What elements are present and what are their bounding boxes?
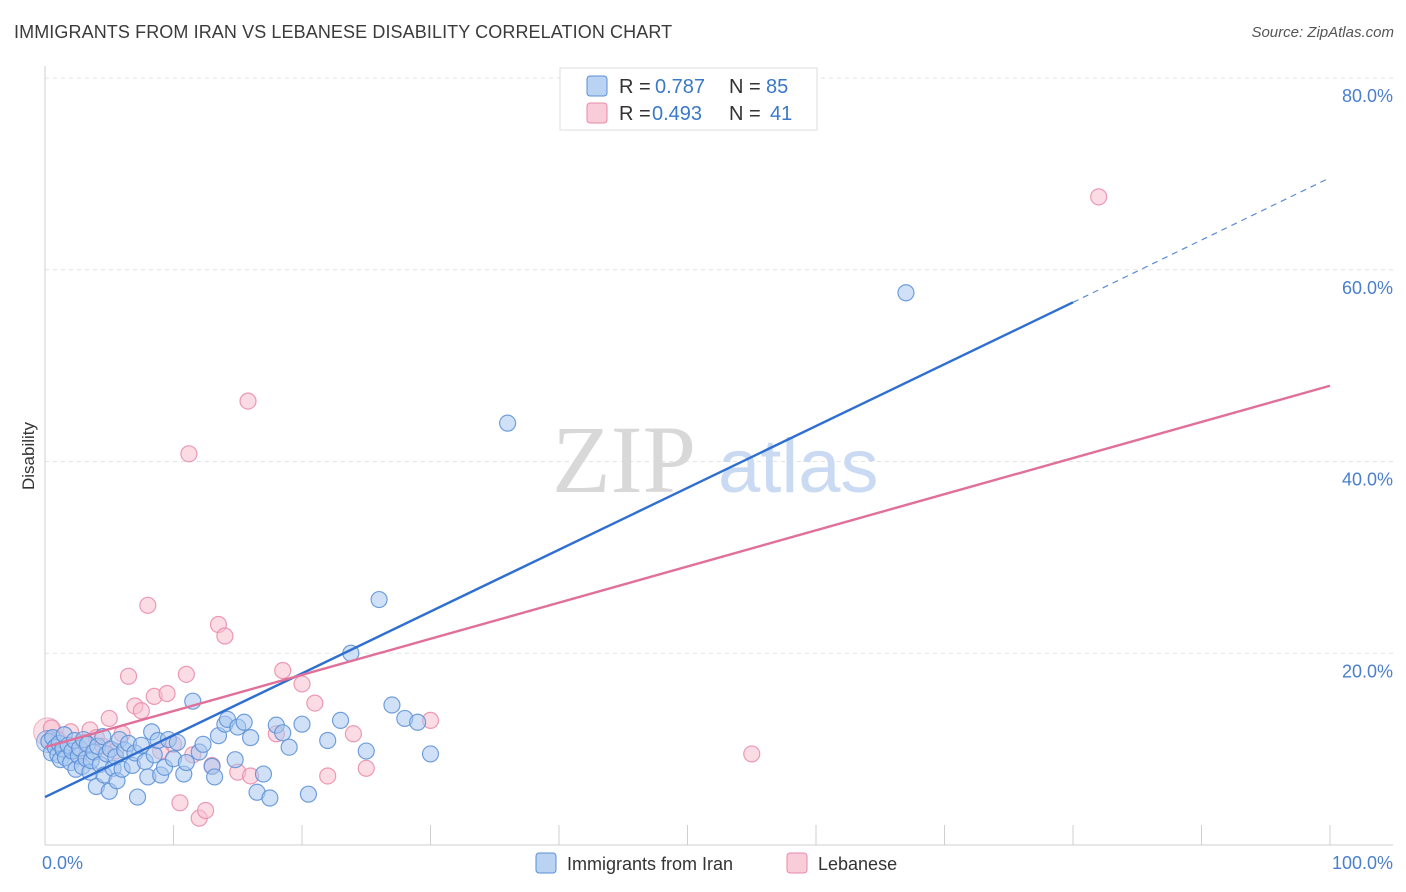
legend-swatch-iran [586, 75, 608, 97]
iran-point [383, 696, 401, 714]
lebanese-point [344, 725, 362, 743]
lebanese-point [306, 694, 324, 712]
legend-r-label-iran: R = [619, 76, 651, 98]
lebanese-point [274, 661, 292, 680]
iran-point [499, 414, 517, 432]
y-tick-label-40: 40.0% [1342, 470, 1393, 490]
iran-trend-line [44, 301, 1074, 799]
iran-point [357, 742, 375, 760]
legend: R = 0.787 N = 85 R = 0.493 N = 41 [559, 67, 818, 131]
watermark-atlas: atlas [718, 424, 879, 509]
bottom-legend-swatch-iran [535, 852, 557, 874]
legend-r-value-iran: 0.787 [655, 76, 705, 98]
x-tick-label-min: 0.0% [42, 853, 83, 873]
iran-point [409, 713, 427, 731]
iran-point [254, 765, 273, 783]
axes [44, 66, 1393, 846]
watermark: ZIP atlas [552, 406, 879, 513]
bottom-legend-swatch-lebanese [786, 852, 808, 874]
lebanese-point [177, 665, 195, 683]
bottom-legend-label-iran: Immigrants from Iran [567, 854, 733, 874]
y-tick-label-80: 80.0% [1342, 86, 1393, 106]
iran-point [897, 284, 915, 302]
lebanese-point [743, 745, 761, 763]
iran-point [194, 735, 212, 753]
iran-point [177, 753, 195, 772]
lebanese-point [119, 667, 138, 685]
y-tick-labels: 20.0% 40.0% 60.0% 80.0% [1342, 86, 1393, 681]
iran-point [319, 731, 337, 750]
lebanese-point [158, 684, 176, 703]
watermark-zip: ZIP [552, 406, 696, 513]
iran-point [299, 785, 318, 803]
y-tick-label-60: 60.0% [1342, 278, 1393, 298]
x-tick-label-max: 100.0% [1332, 853, 1393, 873]
lebanese-point [357, 759, 375, 777]
lebanese-point [319, 767, 337, 785]
iran-point [421, 745, 440, 763]
iran-trend-extension [1072, 177, 1331, 303]
legend-n-label-lebanese: N = [729, 103, 761, 125]
lebanese-point [139, 596, 157, 614]
lebanese-point [239, 392, 257, 410]
legend-n-value-lebanese: 41 [770, 103, 792, 125]
iran-point [235, 713, 253, 731]
legend-swatch-lebanese [586, 102, 608, 124]
source-label: Source: ZipAtlas.com [1251, 24, 1394, 41]
iran-point [128, 788, 147, 806]
y-axis-label: Disability [19, 421, 38, 490]
iran-point [261, 789, 279, 807]
lebanese-point [216, 627, 234, 645]
grid-lines [45, 77, 1393, 654]
lebanese-point [293, 675, 311, 693]
legend-n-label-iran: N = [729, 76, 761, 98]
chart-title: IMMIGRANTS FROM IRAN VS LEBANESE DISABIL… [14, 22, 673, 42]
iran-points [36, 284, 915, 807]
lebanese-point [100, 709, 118, 728]
iran-point [280, 738, 298, 756]
iran-point [206, 768, 224, 786]
iran-point [226, 751, 244, 769]
iran-point [293, 715, 311, 733]
y-tick-label-20: 20.0% [1342, 661, 1393, 681]
legend-r-value-lebanese: 0.493 [652, 103, 702, 125]
bottom-legend-label-lebanese: Lebanese [818, 854, 897, 874]
lebanese-point [197, 801, 215, 820]
iran-point [370, 590, 388, 609]
iran-point [274, 724, 292, 742]
lebanese-trend-line [44, 384, 1331, 749]
legend-n-value-iran: 85 [766, 76, 788, 98]
lebanese-point [180, 445, 198, 463]
lebanese-point [1090, 188, 1108, 206]
lebanese-point [132, 702, 150, 720]
lebanese-point [171, 794, 189, 812]
iran-point [242, 729, 260, 747]
iran-point [331, 711, 350, 729]
trend-lines [44, 177, 1331, 799]
bottom-legend: Immigrants from Iran Lebanese [535, 852, 897, 874]
legend-r-label-lebanese: R = [619, 103, 651, 125]
